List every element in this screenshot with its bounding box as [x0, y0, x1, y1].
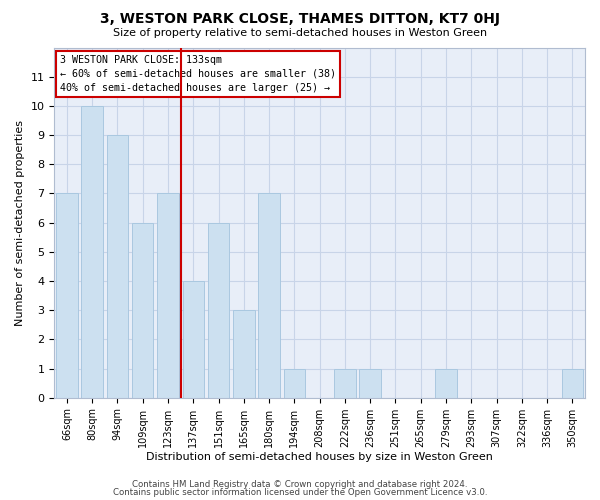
- Bar: [56, 194, 77, 398]
- Y-axis label: Number of semi-detached properties: Number of semi-detached properties: [15, 120, 25, 326]
- Bar: [562, 368, 583, 398]
- Bar: [208, 222, 229, 398]
- X-axis label: Distribution of semi-detached houses by size in Weston Green: Distribution of semi-detached houses by …: [146, 452, 493, 462]
- Bar: [82, 106, 103, 398]
- Bar: [182, 281, 204, 398]
- Text: 3 WESTON PARK CLOSE: 133sqm
← 60% of semi-detached houses are smaller (38)
40% o: 3 WESTON PARK CLOSE: 133sqm ← 60% of sem…: [59, 54, 335, 92]
- Bar: [359, 368, 381, 398]
- Text: Size of property relative to semi-detached houses in Weston Green: Size of property relative to semi-detach…: [113, 28, 487, 38]
- Bar: [259, 194, 280, 398]
- Text: Contains HM Land Registry data © Crown copyright and database right 2024.: Contains HM Land Registry data © Crown c…: [132, 480, 468, 489]
- Bar: [107, 135, 128, 398]
- Bar: [435, 368, 457, 398]
- Bar: [284, 368, 305, 398]
- Bar: [334, 368, 356, 398]
- Bar: [132, 222, 154, 398]
- Text: Contains public sector information licensed under the Open Government Licence v3: Contains public sector information licen…: [113, 488, 487, 497]
- Text: 3, WESTON PARK CLOSE, THAMES DITTON, KT7 0HJ: 3, WESTON PARK CLOSE, THAMES DITTON, KT7…: [100, 12, 500, 26]
- Bar: [157, 194, 179, 398]
- Bar: [233, 310, 254, 398]
